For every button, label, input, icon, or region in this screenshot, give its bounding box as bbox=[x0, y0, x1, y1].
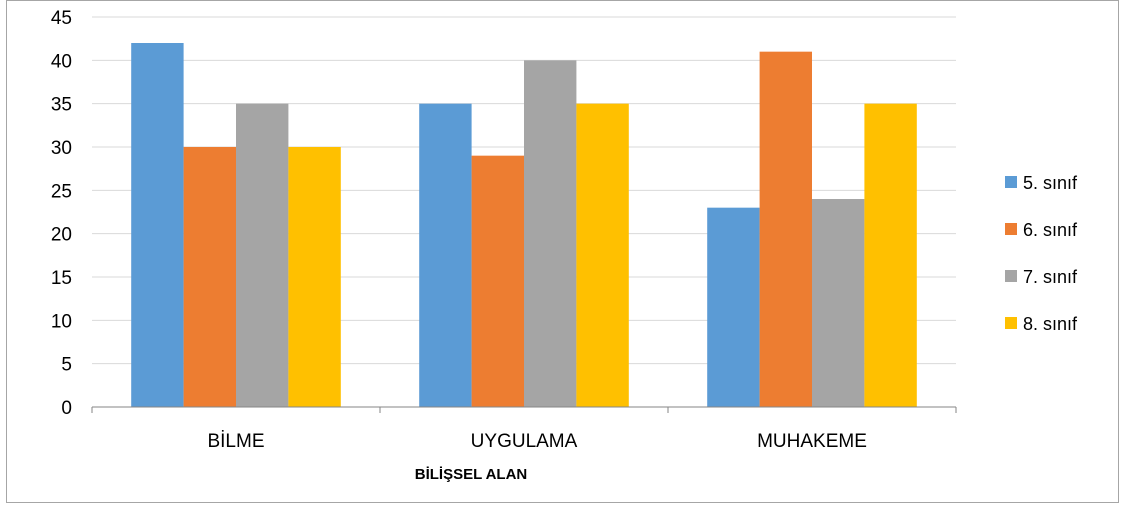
legend-swatch bbox=[1005, 317, 1017, 329]
bar-bi̇lme-series-2 bbox=[183, 147, 236, 407]
bar-muhakeme-series-2 bbox=[759, 51, 812, 408]
x-axis-title: BİLİŞSEL ALAN bbox=[415, 466, 528, 483]
y-tick-label: 40 bbox=[51, 51, 72, 72]
y-tick-label: 15 bbox=[51, 268, 72, 289]
y-tick-label: 0 bbox=[61, 398, 72, 419]
bar-bi̇lme-series-1 bbox=[131, 43, 184, 407]
bar-uygulama-series-1 bbox=[419, 103, 472, 408]
legend-swatch bbox=[1005, 270, 1017, 282]
y-tick-label: 35 bbox=[51, 95, 72, 116]
bar-muhakeme-series-1 bbox=[707, 207, 760, 407]
bar-bi̇lme-series-4 bbox=[288, 147, 341, 407]
x-axis-category-labels: BİLME UYGULAMA MUHAKEME bbox=[207, 431, 866, 452]
bar-muhakeme-series-4 bbox=[864, 103, 917, 408]
bar-uygulama-series-2 bbox=[471, 155, 524, 407]
x-category-label: UYGULAMA bbox=[471, 431, 578, 452]
legend-swatch bbox=[1005, 223, 1017, 235]
bar-uygulama-series-4 bbox=[576, 103, 629, 408]
bars bbox=[131, 43, 917, 408]
y-tick-label: 25 bbox=[51, 181, 72, 202]
bar-bi̇lme-series-3 bbox=[236, 103, 289, 408]
legend-label: 5. sınıf bbox=[1023, 173, 1078, 193]
y-tick-label: 20 bbox=[51, 225, 72, 246]
axes bbox=[91, 406, 957, 413]
y-tick-label: 45 bbox=[51, 8, 72, 29]
legend: 5. sınıf 6. sınıf 7. sınıf 8. sınıf bbox=[1005, 173, 1078, 334]
y-tick-label: 10 bbox=[51, 311, 72, 332]
y-axis-tick-labels: 0 5 10 15 20 25 30 35 40 45 bbox=[51, 8, 72, 419]
bar-muhakeme-series-3 bbox=[812, 199, 865, 407]
bar-uygulama-series-3 bbox=[524, 60, 577, 407]
legend-swatch bbox=[1005, 176, 1017, 188]
legend-label: 6. sınıf bbox=[1023, 220, 1078, 240]
y-tick-label: 30 bbox=[51, 138, 72, 159]
x-category-label: BİLME bbox=[207, 431, 264, 452]
legend-label: 7. sınıf bbox=[1023, 267, 1078, 287]
x-category-label: MUHAKEME bbox=[757, 431, 867, 452]
y-tick-label: 5 bbox=[61, 355, 72, 376]
legend-label: 8. sınıf bbox=[1023, 314, 1078, 334]
